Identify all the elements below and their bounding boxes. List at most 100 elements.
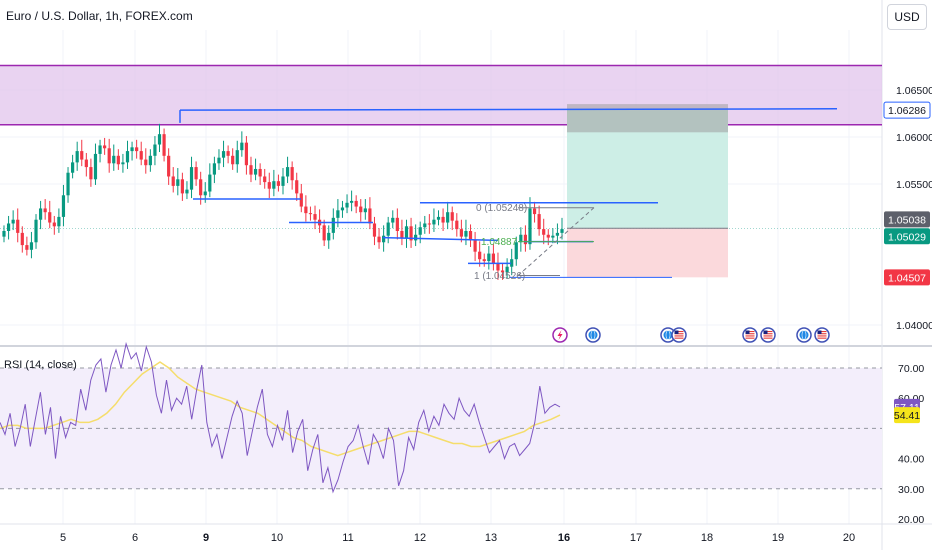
candle (354, 195, 358, 214)
candle (409, 217, 413, 248)
candle-body (84, 159, 88, 168)
candle-body (331, 217, 335, 233)
candle (121, 153, 125, 173)
price-tick-label: 1.05500 (896, 179, 932, 191)
candle (212, 156, 216, 184)
candle (551, 228, 555, 244)
time-tick-label: 17 (630, 532, 642, 544)
candle (441, 208, 445, 231)
candle (537, 205, 541, 236)
candle-body (299, 193, 303, 207)
candle-body (185, 189, 189, 194)
candle-body (48, 212, 52, 223)
candle-body (523, 234, 528, 245)
candle-body (423, 223, 427, 228)
candle (377, 228, 381, 249)
candle (459, 219, 463, 243)
candle-body (505, 266, 509, 273)
candle-body (112, 155, 116, 164)
candle (345, 194, 349, 214)
candle-body (6, 223, 11, 231)
candle (231, 148, 235, 170)
candle-body (52, 222, 56, 227)
flash-icon (552, 327, 568, 343)
candle (116, 149, 120, 170)
candle (267, 172, 271, 199)
candle (404, 219, 409, 248)
candle (89, 158, 93, 187)
us-flag-icon (814, 327, 830, 343)
symbol-title: Euro / U.S. Dollar, 1h, FOREX.com (6, 9, 193, 23)
candle (16, 208, 20, 243)
candle (29, 231, 34, 259)
candle-body (368, 208, 372, 224)
candle (93, 143, 98, 185)
rsi-tick-label: 30.00 (898, 484, 924, 496)
candle-body (89, 167, 93, 180)
candle-body (221, 151, 226, 158)
rsi-tick-label: 40.00 (898, 454, 924, 466)
price-badge-label: 1.06286 (888, 105, 926, 117)
candle (171, 167, 175, 193)
candle-body (391, 217, 395, 223)
candle (226, 145, 230, 164)
candle (290, 161, 294, 190)
candle (308, 206, 313, 221)
candle (446, 201, 450, 230)
candle (505, 258, 509, 278)
candle (496, 252, 500, 280)
candle-body (57, 216, 61, 227)
candle-body (414, 234, 418, 241)
candle (61, 184, 66, 227)
candle (327, 225, 331, 249)
candle-body (290, 167, 294, 181)
candle (285, 156, 290, 184)
price-tick-label: 1.04000 (896, 320, 932, 332)
fib-label: 1.04887 (481, 237, 518, 248)
candle (455, 213, 459, 237)
candle-body (38, 208, 43, 220)
candle (20, 226, 24, 253)
candle (148, 149, 152, 172)
candle (331, 208, 335, 240)
time-tick-label: 9 (203, 532, 209, 544)
candle-body (455, 220, 459, 230)
price-badge-label: 1.05029 (888, 231, 926, 243)
candle (52, 215, 56, 235)
candle-body (29, 242, 34, 250)
candle (350, 190, 354, 212)
candle (167, 148, 171, 185)
candle (322, 219, 326, 247)
candle-body (441, 216, 445, 223)
candle-body (313, 214, 317, 220)
candle-body (459, 229, 463, 237)
candle-body (510, 259, 514, 267)
candle-body (336, 210, 340, 218)
candle-body (116, 155, 120, 165)
candle-body (267, 182, 271, 189)
candle-body (487, 253, 491, 262)
candle (112, 144, 116, 171)
candle (368, 197, 372, 230)
candle (235, 140, 239, 173)
candle-body (382, 235, 386, 243)
candle-body (427, 223, 431, 225)
candle (38, 200, 43, 230)
fib-label: 1 (1.04526) (474, 271, 525, 282)
candle-body (409, 226, 413, 241)
time-tick-label: 13 (485, 532, 497, 544)
candle-body (75, 151, 79, 163)
candle-body (2, 231, 6, 237)
candle (244, 136, 249, 175)
candle (221, 140, 226, 168)
candle-body (235, 150, 239, 165)
currency-button[interactable]: USD (887, 4, 927, 30)
candle-body (400, 231, 404, 239)
candle (249, 156, 253, 183)
candle-body (276, 181, 281, 186)
candle (25, 236, 29, 256)
candle (80, 139, 84, 167)
time-tick-label: 18 (701, 532, 713, 544)
candle (386, 216, 390, 244)
